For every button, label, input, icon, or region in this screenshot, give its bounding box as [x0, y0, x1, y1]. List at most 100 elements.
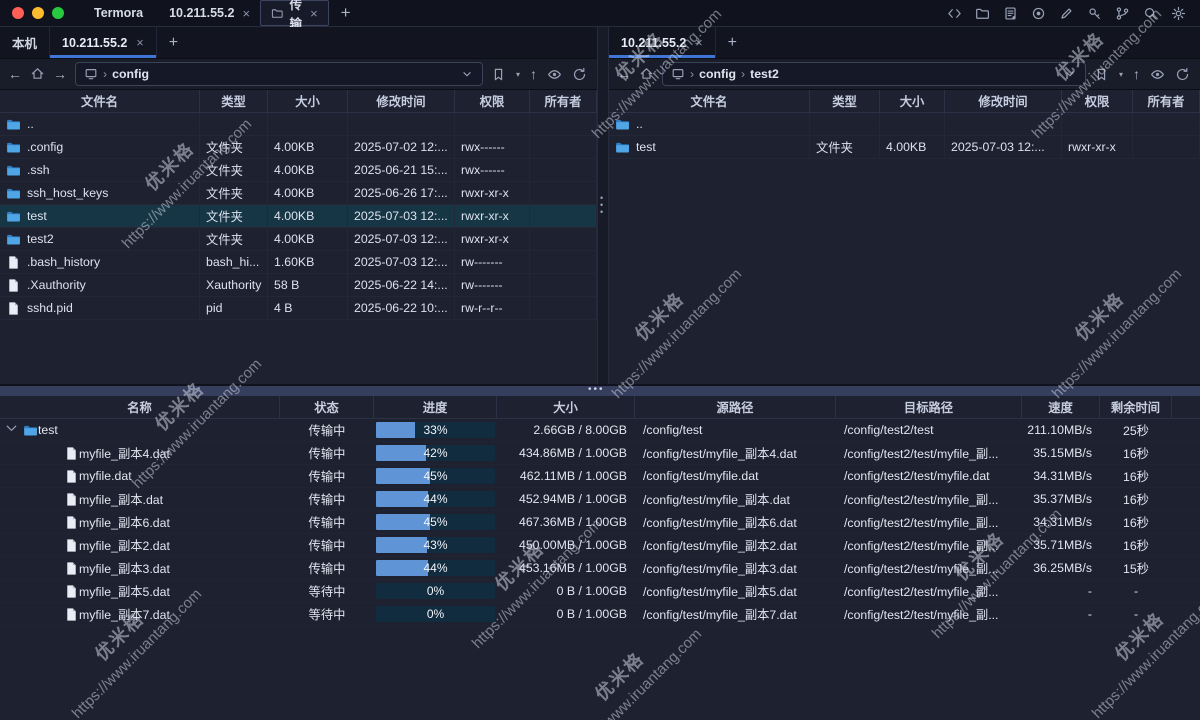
search-icon[interactable] — [1143, 6, 1158, 21]
column-header[interactable]: 修改时间 — [348, 90, 455, 112]
titlebar-tab-termora[interactable]: Termora — [78, 0, 153, 26]
file-row[interactable]: .. — [0, 113, 597, 136]
eye-icon[interactable] — [547, 67, 562, 82]
breadcrumb-segment[interactable]: test2 — [750, 67, 779, 81]
file-cell-type — [810, 113, 880, 135]
code-icon[interactable] — [947, 6, 962, 21]
right-breadcrumb[interactable]: › config › test2 — [662, 62, 1086, 86]
file-row[interactable]: ssh_host_keys 文件夹 4.00KB 2025-06-26 17:... r… — [0, 182, 597, 205]
column-header[interactable]: 速度 — [1022, 396, 1100, 418]
tab-remote-host[interactable]: 10.211.55.2 × — [50, 27, 157, 58]
column-header[interactable]: 大小 — [268, 90, 348, 112]
transfer-row[interactable]: myfile_副本.dat 传输中 44% 452.94MB / 1.00GB/con… — [0, 488, 1200, 511]
column-header[interactable]: 类型 — [200, 90, 268, 112]
upload-button[interactable]: ↑ — [1133, 66, 1140, 82]
column-header[interactable]: 剩余时间 — [1100, 396, 1172, 418]
file-row[interactable]: test 文件夹 4.00KB 2025-07-03 12:... rwxr-xr-x — [609, 136, 1200, 159]
branch-icon[interactable] — [1115, 6, 1130, 21]
transfer-cell-target: /config/test2/test — [844, 423, 934, 437]
upload-button[interactable]: ↑ — [530, 66, 537, 82]
key-icon[interactable] — [1087, 6, 1102, 21]
new-connection-button[interactable]: + — [168, 33, 179, 51]
tab-local[interactable]: 本机 — [0, 27, 51, 58]
file-cell-name: sshd.pid — [0, 297, 200, 319]
tab-remote-host[interactable]: 10.211.55.2 × — [609, 27, 716, 58]
column-header[interactable]: 大小 — [497, 396, 635, 418]
breadcrumb-segment[interactable]: config — [112, 67, 149, 81]
titlebar-tab-transfer[interactable]: 传输 × — [260, 0, 329, 31]
transfer-row[interactable]: myfile_副本3.dat 传输中 44% 453.16MB / 1.00GB/co… — [0, 557, 1200, 580]
record-icon[interactable] — [1031, 6, 1046, 21]
transfer-row[interactable]: myfile_副本6.dat 传输中 45% 467.36MB / 1.00GB/co… — [0, 511, 1200, 534]
bookmark-caret-icon[interactable]: ▾ — [515, 69, 520, 79]
document-icon[interactable] — [1003, 6, 1018, 21]
transfer-row[interactable]: myfile_副本7.dat 等待中 0% 0 B / 1.00GB/config/t… — [0, 603, 1200, 626]
column-header[interactable]: 修改时间 — [945, 90, 1062, 112]
back-button[interactable]: ← — [8, 66, 22, 82]
minimize-window-button[interactable] — [32, 7, 44, 19]
breadcrumb-segment[interactable]: config — [699, 67, 736, 81]
column-header[interactable]: 文件名 — [609, 90, 810, 112]
column-header[interactable]: 权限 — [1062, 90, 1133, 112]
left-breadcrumb[interactable]: › config — [75, 62, 483, 86]
chevron-down-icon[interactable] — [460, 67, 474, 81]
column-header[interactable]: 所有者 — [1133, 90, 1200, 112]
pencil-icon[interactable] — [1059, 6, 1074, 21]
tree-expand-icon[interactable] — [4, 421, 23, 439]
column-header[interactable]: 进度 — [374, 396, 497, 418]
file-row[interactable]: test2 文件夹 4.00KB 2025-07-03 12:... rwxr-xr-x — [0, 228, 597, 251]
new-connection-button[interactable]: + — [727, 33, 738, 51]
eye-icon[interactable] — [1150, 67, 1165, 82]
file-row[interactable]: sshd.pid pid 4 B 2025-06-22 10:... rw-r--r-- — [0, 297, 597, 320]
forward-button[interactable]: → — [53, 66, 67, 82]
chevron-down-icon[interactable] — [1063, 67, 1077, 81]
file-row[interactable]: .config 文件夹 4.00KB 2025-07-02 12:... rwx----… — [0, 136, 597, 159]
new-tab-button[interactable]: + — [340, 3, 351, 22]
home-button[interactable] — [639, 66, 654, 83]
file-row[interactable]: .ssh 文件夹 4.00KB 2025-06-21 15:... rwx------ — [0, 159, 597, 182]
column-header[interactable]: 类型 — [810, 90, 880, 112]
close-window-button[interactable] — [12, 7, 24, 19]
column-header[interactable]: 名称 — [0, 396, 280, 418]
file-row[interactable]: .Xauthority Xauthority 58 B 2025-06-22 14:.… — [0, 274, 597, 297]
bookmark-icon[interactable] — [491, 67, 506, 82]
chevron-down-icon[interactable] — [4, 421, 19, 436]
folder-icon — [616, 142, 629, 152]
column-header[interactable]: 大小 — [880, 90, 945, 112]
transfer-row[interactable]: myfile_副本2.dat 传输中 43% 450.00MB / 1.00GB/co… — [0, 534, 1200, 557]
column-header[interactable]: 文件名 — [0, 90, 200, 112]
transfer-row[interactable]: myfile.dat 传输中 45% 462.11MB / 1.00GB/config… — [0, 465, 1200, 488]
zoom-window-button[interactable] — [52, 7, 64, 19]
close-tab-icon[interactable]: × — [695, 35, 703, 50]
column-header[interactable]: 权限 — [455, 90, 530, 112]
panel-splitter-vertical[interactable]: • • • — [597, 27, 609, 384]
transfer-cell-target: /config/test2/test/myfile_副... — [844, 562, 999, 576]
folder-icon[interactable] — [975, 6, 990, 21]
file-row[interactable]: .bash_history bash_hi... 1.60KB 2025-07-03 … — [0, 251, 597, 274]
column-header[interactable]: 源路径 — [635, 396, 836, 418]
home-button[interactable] — [30, 66, 45, 83]
close-tab-icon[interactable]: × — [136, 35, 144, 50]
refresh-icon[interactable] — [572, 67, 587, 82]
close-tab-icon[interactable]: × — [310, 5, 318, 21]
titlebar-tab-host[interactable]: 10.211.55.2 × — [153, 0, 260, 26]
close-tab-icon[interactable]: × — [242, 5, 251, 21]
left-panel-tabrow: 本机 10.211.55.2 × + — [0, 27, 597, 59]
transfer-row[interactable]: myfile_副本5.dat 等待中 0% 0 B / 1.00GB/config/t… — [0, 580, 1200, 603]
transfer-cell-size: 434.86MB / 1.00GB — [518, 446, 627, 460]
file-cell-type: bash_hi... — [200, 251, 268, 273]
column-header[interactable]: 目标路径 — [836, 396, 1022, 418]
file-row[interactable]: test 文件夹 4.00KB 2025-07-03 12:... rwxr-xr-x — [0, 205, 597, 228]
gear-icon[interactable] — [1171, 6, 1186, 21]
file-row[interactable]: .. — [609, 113, 1200, 136]
column-header[interactable]: 所有者 — [530, 90, 597, 112]
transfer-row[interactable]: myfile_副本4.dat 传输中 42% 434.86MB / 1.00GB/co… — [0, 442, 1200, 465]
back-button[interactable]: ← — [617, 66, 631, 82]
bookmark-caret-icon[interactable]: ▾ — [1118, 69, 1123, 79]
transfer-row[interactable]: test 传输中 33% 2.66GB / 8.00GB/config/test/co… — [0, 419, 1200, 442]
file-cell-owner — [530, 113, 597, 135]
column-header[interactable]: 状态 — [280, 396, 374, 418]
bookmark-icon[interactable] — [1094, 67, 1109, 82]
refresh-icon[interactable] — [1175, 67, 1190, 82]
transfer-cell-progress: 44% — [374, 557, 497, 579]
